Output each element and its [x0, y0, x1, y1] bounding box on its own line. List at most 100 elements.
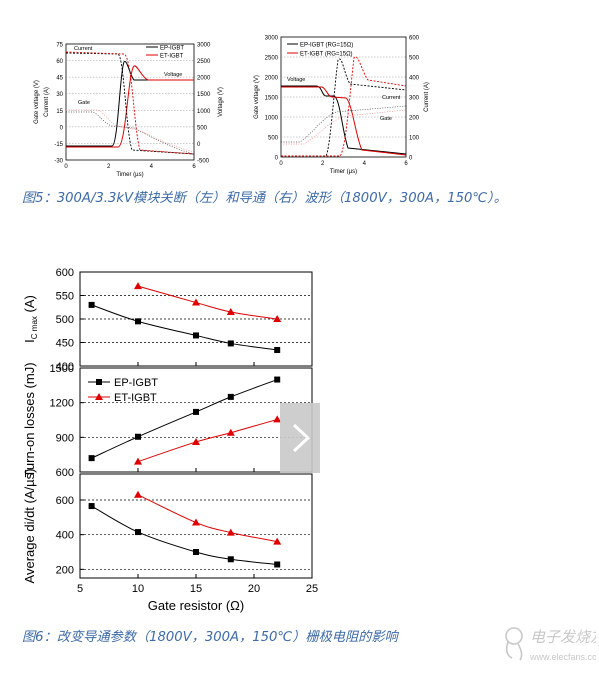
y-left-tick-label: 0 [60, 125, 64, 131]
turn-on-waveform-plot: 3000250020001500100050006005004003002001… [254, 36, 430, 176]
legend-label: EP-IGBT [160, 46, 184, 52]
y-tick-label: 600 [56, 267, 74, 279]
ep-current-trace [65, 52, 195, 155]
y-left-axis-label: Gate voltage (V) [34, 80, 40, 124]
y-right-tick-label: 300 [409, 96, 420, 102]
data-point-square [193, 408, 199, 415]
y-left-tick-label: -15 [54, 142, 63, 148]
y-tick-label: 600 [56, 467, 74, 479]
y-tick-label: 500 [56, 314, 74, 326]
data-point-square [193, 549, 199, 555]
legend-marker [95, 393, 103, 400]
ep-current-trace [281, 58, 407, 157]
x-tick-label: 0 [279, 161, 283, 167]
watermark-url: www.elecfans.com [529, 652, 596, 662]
data-point-square [88, 455, 95, 462]
data-point-triangle [192, 437, 200, 445]
y-right-axis-label: Voltage (V) [218, 87, 224, 117]
y-right-axis-label: Current (A) [424, 82, 430, 112]
series-line-et-igbt [137, 285, 278, 320]
et-voltage-trace [281, 86, 407, 156]
y-left-tick-label: 60 [56, 59, 63, 65]
et-gate-trace [281, 109, 407, 145]
annotation-voltage: Voltage [164, 72, 182, 78]
y-tick-label: 400 [56, 361, 74, 373]
y-left-tick-label: 2000 [265, 76, 279, 82]
y-left-tick-label: 500 [268, 136, 279, 142]
data-point-triangle [134, 282, 142, 290]
x-tick-label: 6 [404, 161, 408, 167]
x-tick-label: 25 [306, 583, 318, 595]
data-point-square [227, 340, 234, 347]
x-tick-label: 10 [132, 583, 144, 595]
figure5-caption: 图5：300A/3.3kV模块关断（左）和导通（右）波形（1800V，300A，… [22, 191, 507, 206]
data-point-square [193, 332, 199, 339]
annotation-current: Current [74, 46, 93, 52]
y-left-axis-label: Gate voltage (V) [254, 75, 260, 119]
ep-gate-trace [66, 111, 195, 155]
et-current-trace [281, 56, 407, 157]
data-point-square [135, 318, 141, 325]
et-current-trace [65, 51, 195, 155]
annotation-gate: Gate [380, 116, 392, 122]
data-point-square [274, 376, 281, 383]
figure5-waveforms: 75604530150-15-3030002500200015001000500… [34, 36, 430, 179]
data-point-triangle [192, 518, 200, 526]
data-point-triangle [273, 415, 282, 423]
x-axis-label: Gate resistor (Ω) [148, 598, 244, 613]
et-gate-trace [66, 109, 195, 153]
y-tick-label: 1200 [50, 398, 74, 410]
y-left-tick-label: 75 [56, 43, 63, 49]
data-point-triangle [273, 315, 282, 322]
legend-label: ET-IGBT [114, 392, 157, 404]
y-right-tick-label: 2500 [197, 59, 211, 65]
plot-frame [65, 43, 195, 161]
y-axis-label: Turn-on losses (mJ) [22, 362, 37, 477]
y-right-tick-label: 3000 [197, 43, 211, 49]
y-left-tick-label: 15 [56, 109, 63, 115]
series-line-et-igbt [137, 494, 278, 543]
y-label-unit: (A) [22, 295, 37, 316]
y-right-tick-label: 0 [409, 156, 413, 162]
next-slide-button[interactable] [280, 403, 320, 473]
y-tick-label: 450 [56, 338, 74, 350]
panel-bottom: 200 400 600 Average di/dt (A/µs) 5 10 15 20 25 Ga… [22, 469, 318, 613]
ep-gate-trace [281, 105, 407, 143]
x-tick-label: 2 [107, 164, 111, 170]
y-right-tick-label: 200 [409, 116, 420, 122]
y-axis-label: IC max (A) [22, 295, 39, 343]
y-right-tick-label: 2000 [197, 76, 211, 82]
figure6-gate-resistor-chart: 400 450 500 550 600 IC max (A) 600 900 1200 1500 T… [22, 267, 318, 613]
y-right-tick-label: 500 [197, 125, 208, 131]
data-point-square [274, 561, 281, 568]
legend-label: EP-IGBT (RG=15Ω) [300, 43, 353, 49]
data-point-triangle [226, 528, 235, 536]
annotation-gate: Gate [78, 100, 90, 106]
data-point-square [227, 393, 234, 400]
series-line-ep-igbt [91, 505, 278, 565]
legend-label: EP-IGBT [114, 377, 158, 389]
x-axis-label: Timer (µs) [116, 172, 143, 178]
y-right-tick-label: 100 [409, 136, 420, 142]
panel-top: 400 450 500 550 600 IC max (A) [22, 267, 313, 373]
y-right-tick-label: 500 [409, 56, 420, 62]
x-tick-label: 0 [64, 164, 68, 170]
x-tick-label: 4 [150, 164, 154, 170]
series-line-et-igbt [137, 418, 278, 463]
panel-middle: 600 900 1200 1500 Turn-on losses (mJ) EP-IGBT… [22, 362, 313, 479]
y-right-tick-label: 0 [197, 142, 201, 148]
y-left-tick-label: -30 [54, 159, 63, 165]
data-point-triangle [226, 307, 235, 315]
turn-off-waveform-plot: 75604530150-15-3030002500200015001000500… [34, 43, 224, 179]
data-point-triangle [192, 298, 200, 306]
legend-label: ET-IGBT (RG=15Ω) [300, 52, 353, 58]
figure6-caption: 图6：改变导通参数（1800V，300A，150℃）栅极电阻的影响 [22, 630, 398, 645]
y-tick-label: 1500 [50, 363, 74, 375]
y-right-tick-label: 600 [409, 36, 420, 42]
legend-label: ET-IGBT [160, 54, 184, 60]
y-right-tick-label: 1000 [197, 109, 211, 115]
y-label-subscript: C max [30, 316, 39, 339]
y-left-tick-label: 1500 [265, 96, 279, 102]
chevron-right-icon [292, 423, 311, 453]
y-tick-label: 600 [56, 495, 74, 507]
